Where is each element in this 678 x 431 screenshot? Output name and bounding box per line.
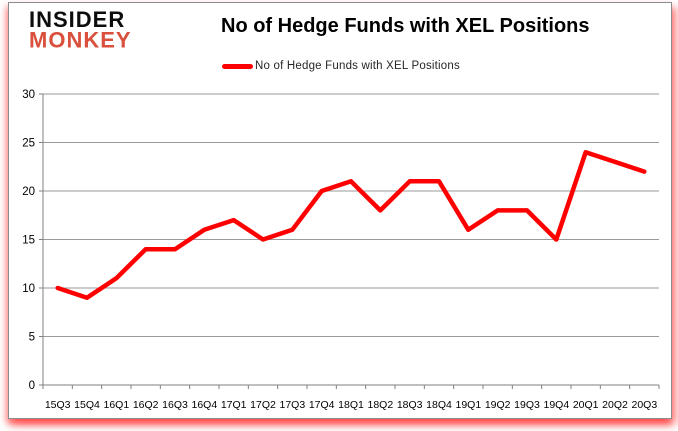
x-tick-label-15Q4: 15Q4: [74, 399, 100, 411]
y-tick-label-25: 25: [22, 138, 35, 150]
chart-title: No of Hedge Funds with XEL Positions: [221, 15, 590, 37]
insider-monkey-logo: INSIDER MONKEY: [29, 6, 132, 53]
x-tick-label-18Q1: 18Q1: [338, 399, 364, 411]
x-tick-label-19Q2: 19Q2: [485, 399, 511, 411]
x-tick-label-18Q3: 18Q3: [397, 399, 423, 411]
x-tick-label-20Q2: 20Q2: [602, 399, 628, 411]
series-line: [55, 149, 647, 300]
x-tick-label-19Q3: 19Q3: [514, 399, 540, 411]
x-tick-label-20Q3: 20Q3: [631, 399, 657, 411]
x-tick-label-16Q2: 16Q2: [133, 399, 159, 411]
x-tick-label-16Q1: 16Q1: [103, 399, 129, 411]
x-tick-label-17Q2: 17Q2: [250, 399, 276, 411]
y-tick-label-0: 0: [29, 380, 35, 392]
x-tick-label-18Q4: 18Q4: [426, 399, 452, 411]
x-tick-label-16Q4: 16Q4: [191, 399, 217, 411]
legend-line-swatch: [222, 63, 253, 69]
x-tick-label-19Q1: 19Q1: [455, 399, 481, 411]
y-tick-label-15: 15: [22, 235, 35, 247]
line-chart-plot: 0 5 10 15 20 25 30 15Q3 15Q4 16Q1 16Q2 16Q3 16Q4 17Q1…: [22, 89, 660, 411]
x-tick-label-17Q1: 17Q1: [221, 399, 247, 411]
x-tick-label-15Q3: 15Q3: [45, 399, 71, 411]
x-tick-label-20Q1: 20Q1: [573, 399, 599, 411]
y-tick-label-5: 5: [29, 332, 35, 344]
logo-line-insider: INSIDER: [29, 6, 126, 33]
legend: No of Hedge Funds with XEL Positions: [222, 60, 460, 72]
y-tick-label-20: 20: [22, 186, 35, 198]
logo-line-monkey: MONKEY: [29, 26, 132, 53]
y-tick-label-30: 30: [22, 89, 35, 101]
chart-card: INSIDER MONKEY No of Hedge Funds with XE…: [8, 2, 672, 419]
legend-label: No of Hedge Funds with XEL Positions: [255, 60, 460, 72]
x-tick-label-18Q2: 18Q2: [367, 399, 393, 411]
y-tick-label-10: 10: [22, 283, 35, 295]
x-tick-label-16Q3: 16Q3: [162, 399, 188, 411]
x-tick-label-19Q4: 19Q4: [543, 399, 569, 411]
x-tick-label-17Q3: 17Q3: [279, 399, 305, 411]
x-tick-label-17Q4: 17Q4: [309, 399, 335, 411]
